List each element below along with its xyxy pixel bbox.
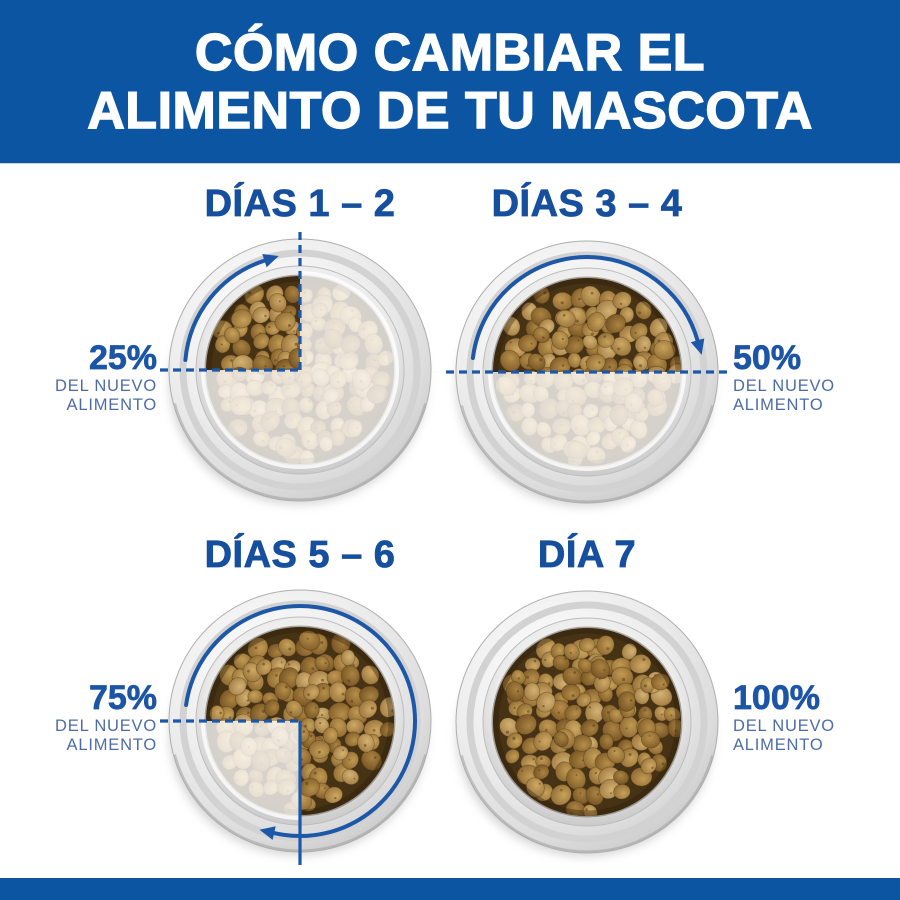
- panel-days-5-6-title: DÍAS 5 – 6: [204, 534, 396, 576]
- percent-caption-line1: DEL NUEVO: [733, 377, 835, 395]
- panel-days-1-2-title: DÍAS 1 – 2: [204, 183, 396, 225]
- header-title-line1: CÓMO CAMBIAR EL: [194, 23, 706, 82]
- arrow-head: [690, 338, 705, 355]
- percent-caption-line1: DEL NUEVO: [55, 377, 157, 395]
- panel-days-1-2-percent-label: 25% DEL NUEVO ALIMENTO: [0, 341, 157, 414]
- header-banner: CÓMO CAMBIAR EL ALIMENTO DE TU MASCOTA: [0, 0, 900, 164]
- old-food-faded-sector: [201, 721, 300, 820]
- percent-caption-line2: ALIMENTO: [733, 735, 824, 754]
- panel-day-7-percent-label: 100% DEL NUEVO ALIMENTO: [733, 681, 900, 754]
- progress-arc-arrow: [184, 603, 418, 839]
- panel-days-3-4-percent-label: 50% DEL NUEVO ALIMENTO: [733, 341, 900, 414]
- percent-value: 100%: [733, 679, 821, 717]
- bowl-days-3-4: [446, 240, 727, 506]
- header-title-line2: ALIMENTO DE TU MASCOTA: [87, 81, 813, 140]
- panel-days-3-4-title: DÍAS 3 – 4: [491, 183, 683, 225]
- arrow-head: [259, 826, 276, 840]
- progress-arc-arrow: [183, 258, 267, 362]
- arrow-head: [262, 254, 279, 268]
- bowl-day-7: [455, 590, 719, 856]
- percent-caption-line2: ALIMENTO: [733, 395, 824, 414]
- kibble-field: [493, 628, 681, 816]
- percent-value: 50%: [733, 339, 802, 377]
- percent-caption-line2: ALIMENTO: [66, 395, 157, 414]
- percent-value: 75%: [88, 679, 158, 717]
- bowl-days-5-6: [160, 589, 432, 865]
- percent-caption-line2: ALIMENTO: [66, 735, 157, 754]
- bowl-days-1-2: [160, 232, 432, 504]
- percent-caption-line1: DEL NUEVO: [733, 717, 835, 735]
- panel-day-7-title: DÍA 7: [537, 534, 637, 576]
- percent-value: 25%: [88, 339, 158, 377]
- percent-caption-line1: DEL NUEVO: [55, 717, 157, 735]
- progress-arc-arrow: [470, 255, 700, 360]
- old-food-faded-sector: [488, 372, 686, 471]
- footer-bar: [0, 878, 900, 900]
- panel-days-5-6-percent-label: 75% DEL NUEVO ALIMENTO: [0, 681, 157, 754]
